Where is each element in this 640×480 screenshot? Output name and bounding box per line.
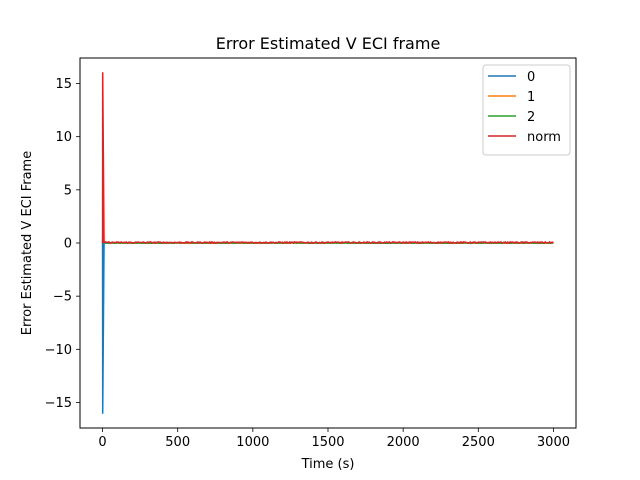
y-tick-label: −5 xyxy=(53,290,72,305)
x-tick-label: 2000 xyxy=(387,435,420,450)
legend-label: 0 xyxy=(527,70,535,85)
x-tick-label: 2500 xyxy=(462,435,495,450)
x-axis: 0 500 1000 1500 2000 2500 3000 xyxy=(98,428,570,450)
x-tick-label: 0 xyxy=(98,435,106,450)
y-tick-label: −10 xyxy=(45,343,72,358)
chart-title: Error Estimated V ECI frame xyxy=(216,34,441,53)
legend-label: 2 xyxy=(527,110,535,125)
x-tick-label: 3000 xyxy=(537,435,570,450)
legend: 0 1 2 norm xyxy=(482,64,571,156)
x-tick-label: 500 xyxy=(165,435,190,450)
legend-label: norm xyxy=(527,130,561,145)
y-tick-label: 0 xyxy=(64,237,72,252)
x-axis-label: Time (s) xyxy=(301,457,355,472)
y-tick-label: 10 xyxy=(55,130,72,145)
series-line-norm xyxy=(101,72,554,244)
y-tick-label: 5 xyxy=(64,183,72,198)
legend-label: 1 xyxy=(527,90,535,105)
x-tick-label: 1500 xyxy=(311,435,344,450)
series-layer xyxy=(101,72,554,414)
x-tick-label: 1000 xyxy=(236,435,269,450)
y-tick-label: 15 xyxy=(55,77,72,92)
legend-box xyxy=(482,64,571,156)
y-axis: −15 −10 −5 0 5 10 15 xyxy=(45,77,80,411)
y-axis-label: Error Estimated V ECI Frame xyxy=(20,151,35,335)
y-tick-label: −15 xyxy=(45,396,72,411)
